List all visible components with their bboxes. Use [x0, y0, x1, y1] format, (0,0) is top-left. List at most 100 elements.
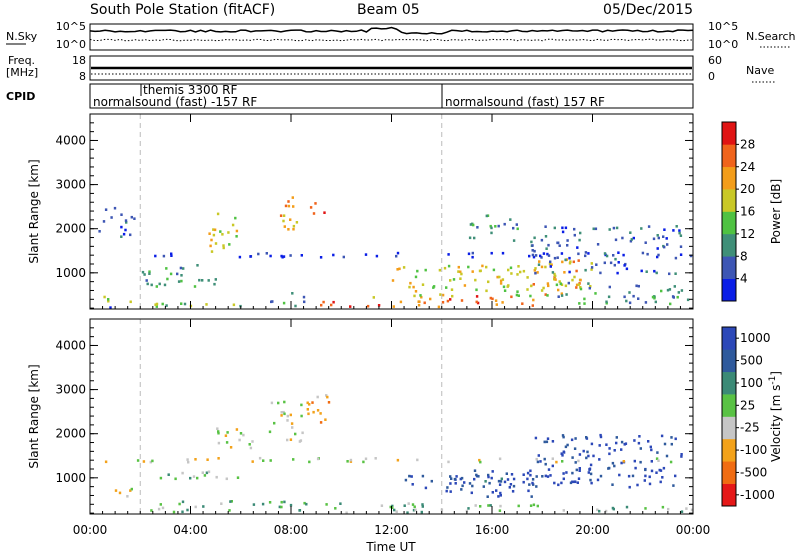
data-cell	[476, 301, 480, 305]
noise-right-tick-top: 10^5	[708, 20, 738, 33]
data-cell	[283, 225, 286, 228]
data-cell	[316, 457, 320, 461]
data-cell	[286, 419, 289, 422]
data-cell	[531, 481, 534, 485]
data-cell	[503, 222, 506, 226]
data-cell	[235, 229, 239, 233]
data-cell	[396, 458, 400, 462]
data-cell	[633, 439, 636, 442]
data-cell	[408, 285, 411, 289]
data-cell	[629, 239, 633, 243]
data-cell	[421, 474, 425, 478]
data-cell	[614, 257, 617, 261]
data-cell	[507, 268, 510, 272]
y-tick-label: 1000	[55, 471, 86, 485]
data-cell	[196, 264, 199, 267]
data-cell	[282, 410, 285, 414]
data-cell	[670, 436, 673, 439]
data-cell	[235, 428, 239, 431]
data-cell	[174, 477, 177, 481]
data-cell	[323, 211, 326, 214]
data-cell	[269, 254, 272, 258]
data-cell	[490, 226, 493, 230]
data-cell	[194, 505, 197, 509]
data-cell	[679, 234, 683, 237]
data-cell	[306, 401, 309, 405]
colorbar: 4 8 12 16 20 24 28 Power [dB]	[721, 121, 783, 302]
data-cell	[468, 482, 472, 485]
data-cell	[569, 481, 573, 485]
data-cell	[540, 256, 543, 259]
data-cell	[671, 295, 675, 298]
data-cell	[449, 298, 452, 301]
data-cell	[242, 433, 245, 437]
colorbar-tick-label: -1000	[740, 488, 775, 502]
data-cell	[151, 459, 154, 463]
data-cell	[561, 434, 565, 437]
data-cell	[521, 302, 524, 305]
data-cell	[236, 476, 240, 479]
data-cell	[611, 461, 615, 465]
data-cell	[536, 271, 539, 274]
data-cell	[547, 243, 550, 247]
data-cell	[273, 421, 276, 425]
data-cell	[531, 478, 535, 481]
data-cell	[535, 485, 538, 488]
data-cell	[198, 278, 201, 282]
data-cell	[316, 395, 319, 399]
noise-right-label: N.Search	[746, 30, 796, 43]
data-cell	[461, 484, 464, 488]
data-cell	[141, 270, 145, 274]
data-cell	[186, 458, 189, 461]
data-cell	[655, 457, 659, 460]
data-cell	[149, 460, 152, 464]
data-cell	[201, 279, 204, 282]
data-cell	[280, 411, 283, 414]
data-cell	[161, 302, 164, 306]
data-cell	[414, 275, 418, 279]
data-cell	[209, 244, 212, 248]
data-cell	[286, 414, 289, 418]
data-cell	[217, 457, 220, 460]
data-cell	[287, 204, 291, 208]
data-cell	[287, 200, 290, 203]
data-cell	[522, 473, 525, 476]
data-cell	[526, 477, 529, 481]
data-cell	[446, 486, 449, 489]
data-cell	[544, 235, 548, 238]
data-cell	[628, 485, 631, 489]
data-cell	[587, 454, 590, 458]
data-cell	[565, 471, 568, 474]
data-cell	[495, 303, 498, 306]
x-tick-label: 00:00	[73, 523, 108, 537]
data-cell	[533, 236, 536, 240]
data-cell	[279, 214, 283, 217]
data-cell	[257, 252, 260, 256]
data-cell	[608, 447, 611, 450]
noise-sky-trace	[89, 26, 694, 35]
data-cells	[98, 196, 693, 309]
data-cell	[498, 483, 502, 486]
data-cell	[430, 479, 433, 483]
data-cell	[531, 253, 535, 257]
data-cell	[583, 297, 586, 301]
data-cell	[599, 435, 603, 439]
data-cell	[618, 473, 621, 477]
data-cell	[614, 238, 618, 242]
data-cell	[584, 254, 587, 258]
data-cell	[587, 471, 590, 474]
data-cell	[534, 267, 537, 270]
data-cell	[412, 285, 415, 289]
data-cell	[512, 226, 515, 230]
data-cell	[653, 269, 656, 273]
data-cell	[575, 286, 578, 289]
data-cell	[124, 219, 128, 222]
data-cell	[159, 503, 162, 506]
data-cell	[217, 430, 220, 433]
data-cell	[644, 241, 647, 244]
data-cell	[644, 507, 647, 510]
data-cell	[362, 460, 365, 464]
data-cell	[647, 225, 651, 228]
data-cell	[556, 241, 559, 245]
